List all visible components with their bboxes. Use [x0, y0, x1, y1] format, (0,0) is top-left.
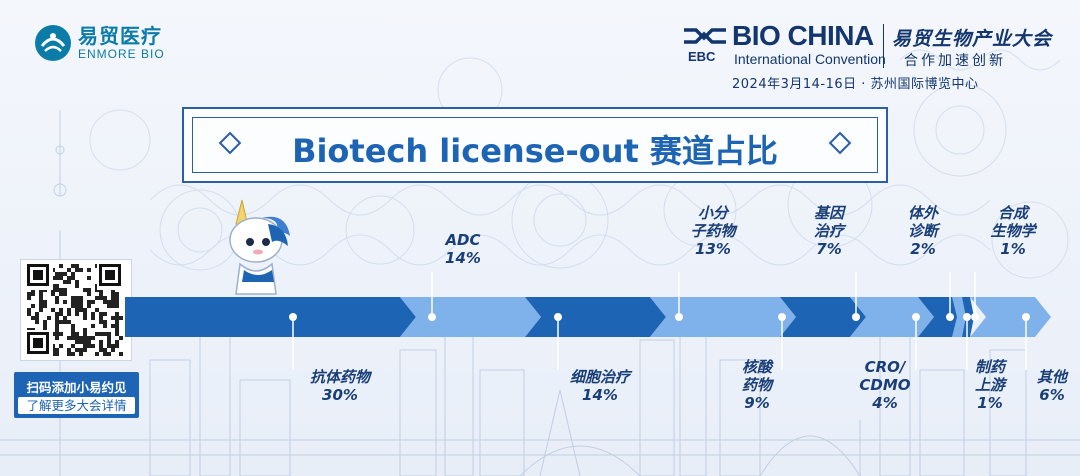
segment-name-9: 合成 — [998, 204, 1031, 222]
segment-value-6: 4% — [871, 394, 897, 412]
brand-name-en: ENMORE BIO — [78, 47, 165, 61]
segment-name-5: 基因 — [814, 204, 847, 222]
segment-name-4: 药物 — [742, 376, 775, 394]
marker-dot-1 — [428, 313, 436, 321]
qr-code[interactable] — [20, 259, 132, 361]
segment-name-6: CRO/ — [865, 358, 907, 376]
segment-value-3: 13% — [695, 240, 731, 258]
segment-name-1: ADC — [444, 231, 480, 249]
title-banner: Biotech license-out 赛道占比 — [182, 107, 888, 183]
bar-segment-9 — [970, 297, 1051, 337]
bar-segment-5 — [850, 297, 934, 337]
segment-name-8: 制药 — [975, 358, 1008, 376]
segment-name-2: 细胞治疗 — [570, 368, 633, 386]
qr-cta-line1: 扫码添加小易约见 — [26, 380, 127, 395]
marker-dot-2 — [554, 313, 562, 321]
segment-name-6: CDMO — [859, 376, 910, 394]
segment-name-3: 子药物 — [690, 222, 738, 240]
segment-value-10: 6% — [1039, 386, 1064, 404]
event-slogan: 合作加速创新 — [904, 53, 1006, 69]
marker-dot-9 — [971, 313, 979, 321]
bar-segment-2 — [525, 297, 666, 337]
segment-value-0: 30% — [322, 386, 358, 404]
bio-china-logo: EBC BIO CHINA International Convention 易… — [682, 20, 1062, 92]
ebc-label: EBC — [688, 49, 716, 64]
marker-dot-4 — [778, 313, 786, 321]
bar-segment-3 — [650, 297, 796, 337]
chart-title: Biotech license-out 赛道占比 — [292, 132, 778, 170]
segment-name-7: 体外 — [908, 204, 940, 222]
segment-name-4: 核酸 — [742, 358, 774, 376]
bar-segment-1 — [400, 297, 541, 337]
qr-cta-box: 扫码添加小易约见 了解更多大会详情 — [14, 372, 139, 418]
segment-value-1: 14% — [445, 249, 481, 267]
segment-value-5: 7% — [816, 240, 841, 258]
enmore-logo: 易贸医疗 ENMORE BIO — [34, 24, 165, 62]
segment-name-7: 诊断 — [908, 222, 941, 240]
event-title: BIO CHINA — [732, 20, 874, 51]
marker-dot-5 — [852, 313, 860, 321]
marker-dot-7 — [946, 313, 954, 321]
qr-cta-line2: 了解更多大会详情 — [18, 397, 135, 414]
brand-name-zh: 易贸医疗 — [78, 24, 162, 48]
segment-value-9: 1% — [1000, 240, 1025, 258]
bar-segment-4 — [780, 297, 866, 337]
unicorn-mascot-icon — [229, 199, 290, 295]
segment-name-9: 生物学 — [990, 222, 1037, 240]
bar-segment-0 — [125, 297, 416, 337]
segment-name-3: 小分 — [698, 204, 730, 222]
segment-name-0: 抗体药物 — [310, 368, 373, 386]
marker-dot-0 — [289, 313, 297, 321]
qr-code-icon — [27, 264, 123, 356]
event-title-cn: 易贸生物产业大会 — [892, 28, 1053, 50]
segment-name-8: 上游 — [975, 376, 1008, 394]
event-date: 2024年3月14-16日 · 苏州国际博览中心 — [732, 77, 979, 92]
ebc-logo-icon — [684, 28, 726, 44]
enmore-logo-icon — [35, 25, 71, 61]
segment-label-10: 其他6% — [1037, 368, 1069, 404]
segment-name-10: 其他 — [1037, 368, 1069, 386]
segment-value-2: 14% — [582, 386, 618, 404]
logo-divider — [883, 24, 884, 68]
marker-dot-3 — [675, 313, 683, 321]
marker-dot-6 — [912, 313, 920, 321]
segment-value-8: 1% — [977, 394, 1002, 412]
segment-value-7: 2% — [910, 240, 935, 258]
marker-dot-8 — [963, 313, 971, 321]
segment-value-4: 9% — [744, 394, 769, 412]
bar-segment-7 — [952, 297, 967, 337]
segment-name-5: 治疗 — [814, 222, 847, 240]
marker-dot-10 — [1022, 313, 1030, 321]
event-subtitle: International Convention — [734, 51, 886, 67]
